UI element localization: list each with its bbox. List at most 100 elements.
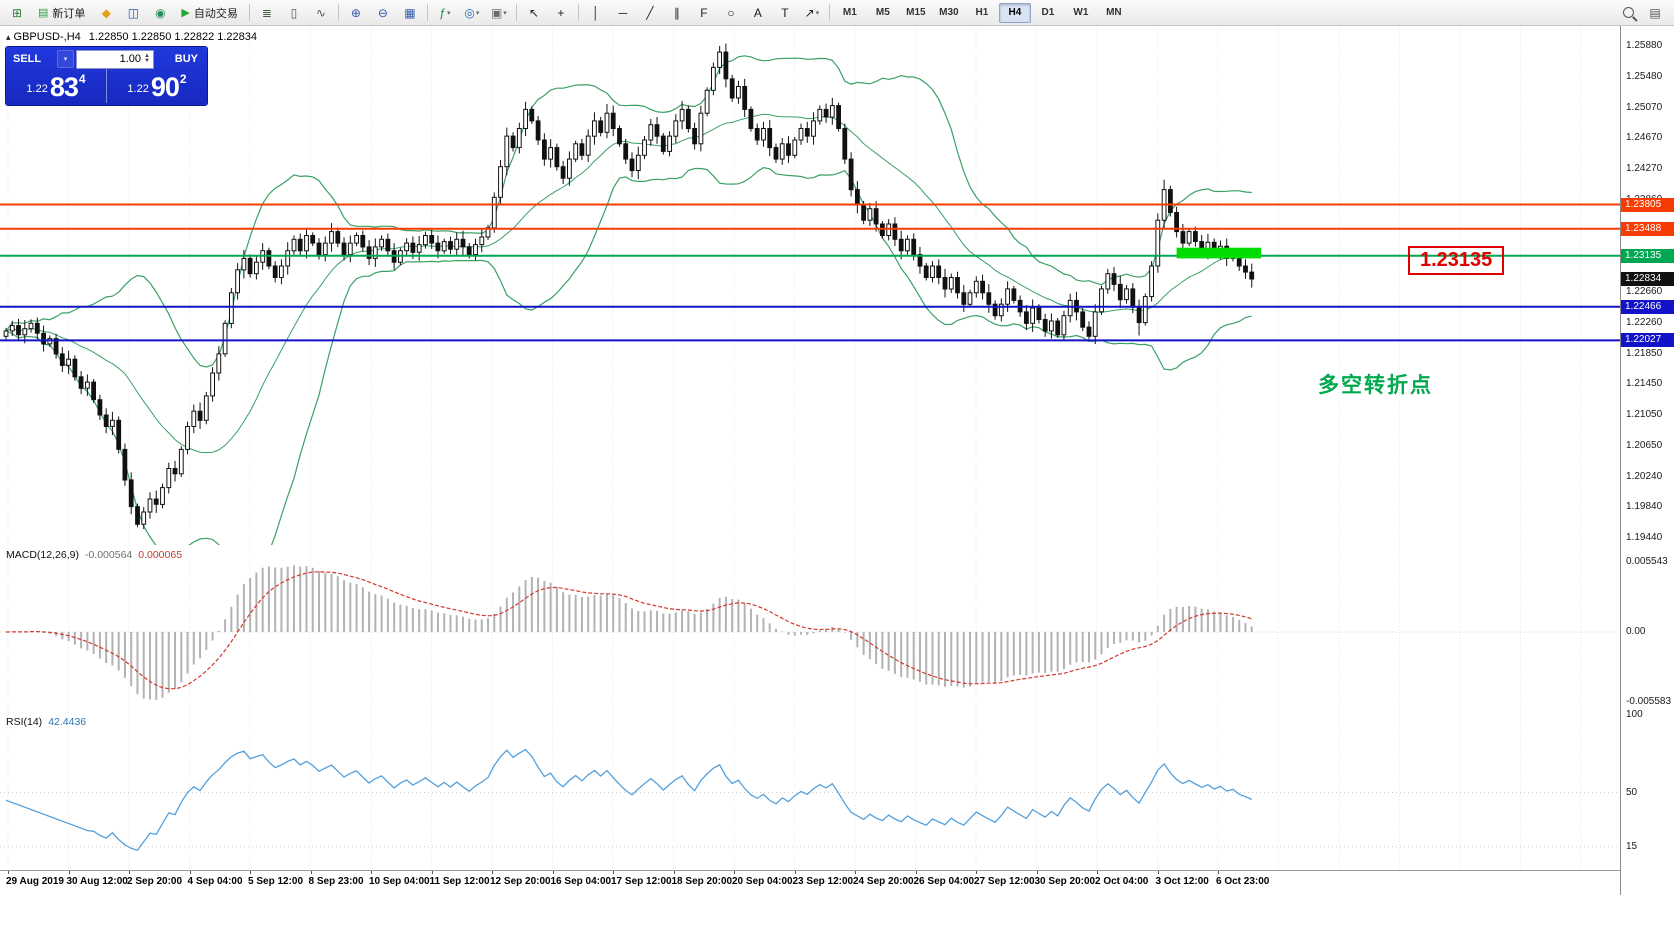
- autotrading-button[interactable]: ▶ 自动交易: [174, 3, 244, 23]
- toolbar: ⊞ ▤ 新订单 ◆ ◫ ◉ ▶ 自动交易 ≣ ▯ ∿ ⊕ ⊖ ▦ ƒ ▾ ◎ ▾ ▣ ▾ ↖ + │ ─ ╱ ∥ F ○ A T ↗ ▾ M1…: [0, 0, 1674, 26]
- price-chart-panel[interactable]: ▴ GBPUSD-,H4 1.22850 1.22850 1.22822 1.228…: [0, 26, 1620, 546]
- turning-point-annotation[interactable]: 多空转折点: [1318, 374, 1433, 397]
- toolbar-separator: [337, 4, 339, 21]
- time-axis-tick-mark: [734, 871, 735, 874]
- chart-ohlc-values: 1.22850 1.22850 1.22822 1.22834: [88, 31, 257, 43]
- sell-label[interactable]: SELL: [13, 53, 42, 65]
- timeframe-mn-button[interactable]: MN: [1106, 7, 1122, 18]
- spinner-down-icon[interactable]: ▼: [144, 58, 150, 64]
- price-axis-tick: 1.22260: [1626, 316, 1663, 328]
- time-axis-tick-mark: [794, 871, 796, 874]
- macd-signal-value: 0.000065: [138, 549, 183, 561]
- new-order-label: 新订单: [52, 7, 86, 20]
- zoom-in-glyph: ⊕: [350, 5, 361, 20]
- zoom-out-icon[interactable]: ⊖: [370, 2, 396, 24]
- volume-input[interactable]: 1.00 ▲ ▼: [76, 49, 154, 69]
- text-tool-glyph: A: [753, 5, 762, 20]
- time-axis: 29 Aug 2019 30 Aug 12:00 2 Sep 20:00 4 Sep …: [0, 871, 1620, 895]
- strategy-tester-icon[interactable]: ◉: [147, 2, 173, 24]
- collapse-panel-icon[interactable]: ▴: [6, 32, 11, 42]
- price-axis-tick: 1.21850: [1626, 347, 1663, 359]
- time-axis-tick-mark: [976, 871, 977, 874]
- channel-tool-icon[interactable]: ∥: [664, 2, 690, 24]
- volume-spinner[interactable]: ▲ ▼: [144, 53, 150, 64]
- search-icon[interactable]: [1615, 2, 1641, 24]
- cursor-icon[interactable]: ↖: [521, 2, 547, 24]
- fibonacci-tool-glyph: F: [700, 5, 708, 20]
- macd-name-label: MACD(12,26,9): [6, 549, 79, 561]
- navigator-glyph: ◎: [464, 5, 475, 20]
- magnifier-shape: [1622, 7, 1634, 18]
- sell-price-big-digits: 83: [49, 72, 79, 102]
- price-axis-tick: 1.19440: [1626, 532, 1663, 543]
- time-axis-tick-mark: [915, 871, 917, 874]
- market-watch-icon[interactable]: ◫: [120, 2, 146, 24]
- templates-icon[interactable]: ▣ ▾: [486, 2, 512, 24]
- macd-canvas[interactable]: [0, 545, 1620, 712]
- favorites-icon[interactable]: ◆: [93, 2, 119, 24]
- price-chart-canvas[interactable]: [0, 26, 1620, 545]
- label-tool-icon[interactable]: T: [772, 2, 798, 24]
- shapes-tool-glyph: ○: [727, 5, 735, 20]
- new-chart-icon[interactable]: ⊞: [4, 2, 30, 24]
- price-level-tag: 1.22027: [1621, 333, 1674, 348]
- timeframe-m30-button[interactable]: M30: [939, 7, 959, 18]
- timeframe-h1-button[interactable]: H1: [975, 7, 989, 18]
- trade-panel-price-row: 1.22 83 4 1.22 90 2: [6, 69, 207, 103]
- new-chart-glyph: ⊞: [11, 5, 23, 20]
- time-axis-tick-mark: [1218, 871, 1219, 874]
- timeframe-w1-button[interactable]: W1: [1073, 7, 1089, 18]
- timeframe-m1-button[interactable]: M1: [842, 7, 857, 18]
- indicators-icon[interactable]: ƒ ▾: [432, 2, 458, 24]
- candlestick-mode-icon[interactable]: ▯: [281, 2, 307, 24]
- time-axis-tick-mark: [431, 871, 433, 874]
- time-axis-tick-mark: [310, 871, 312, 874]
- price-callout-annotation[interactable]: 1.23135: [1408, 246, 1505, 275]
- bar-chart-mode-icon[interactable]: ≣: [254, 2, 280, 24]
- cursor-glyph: ↖: [528, 5, 539, 20]
- indicators-glyph: ƒ: [439, 5, 446, 20]
- price-axis-tick: 1.21050: [1626, 409, 1663, 420]
- dropdown-arrow-icon: ▾: [475, 9, 480, 17]
- horizontal-line-tool-icon[interactable]: ─: [610, 2, 636, 24]
- shapes-tool-icon[interactable]: ○: [718, 2, 744, 24]
- text-tool-icon[interactable]: A: [745, 2, 771, 24]
- arrows-tool-icon[interactable]: ↗ ▾: [799, 2, 825, 24]
- rsi-indicator-panel[interactable]: RSI(14) 42.4436: [0, 712, 1620, 871]
- timeframe-m5-button[interactable]: M5: [875, 7, 890, 18]
- fibonacci-tool-icon[interactable]: F: [691, 2, 717, 24]
- navigator-icon[interactable]: ◎ ▾: [459, 2, 485, 24]
- tile-windows-icon[interactable]: ▦: [397, 2, 423, 24]
- time-axis-label: 29 Aug 2019: [6, 876, 64, 887]
- line-chart-mode-icon[interactable]: ∿: [308, 2, 334, 24]
- trade-mode-dropdown-icon[interactable]: ▾: [57, 50, 74, 68]
- one-click-trading-panel: SELL ▾ 1.00 ▲ ▼ BUY 1.22 83 4 1.22 90 2: [6, 47, 207, 105]
- sell-button[interactable]: 1.22 83 4: [6, 69, 106, 103]
- data-window-icon[interactable]: ▤: [1642, 2, 1668, 24]
- tile-windows-glyph: ▦: [404, 5, 416, 20]
- rsi-canvas[interactable]: [0, 712, 1620, 870]
- trendline-tool-icon[interactable]: ╱: [637, 2, 663, 24]
- buy-button[interactable]: 1.22 90 2: [106, 69, 207, 103]
- time-axis-tick-mark: [1097, 871, 1098, 874]
- macd-indicator-panel[interactable]: MACD(12,26,9) -0.000564 0.000065: [0, 545, 1620, 713]
- timeframe-h4-button[interactable]: H4: [998, 2, 1031, 23]
- buy-label[interactable]: BUY: [174, 53, 198, 65]
- toolbar-separator: [426, 4, 428, 21]
- timeframe-group: M1 M5 M15 M30 H1 H4 D1 W1 MN: [834, 2, 1130, 23]
- label-tool-glyph: T: [781, 5, 789, 20]
- time-axis-tick-mark: [855, 871, 856, 874]
- time-axis-tick-mark: [250, 871, 251, 874]
- timeframe-d1-button[interactable]: D1: [1041, 7, 1055, 18]
- crosshair-icon[interactable]: +: [548, 2, 574, 24]
- zoom-in-icon[interactable]: ⊕: [343, 2, 369, 24]
- price-axis-tick: 1.25880: [1626, 40, 1663, 51]
- toolbar-separator: [828, 4, 830, 21]
- time-axis-label: 30 Aug 12:00: [66, 876, 128, 887]
- spinner-up-icon[interactable]: ▲: [144, 53, 150, 59]
- vertical-line-tool-icon[interactable]: │: [583, 2, 609, 24]
- favorites-glyph: ◆: [101, 5, 112, 20]
- timeframe-m15-button[interactable]: M15: [906, 7, 926, 18]
- rsi-axis-label: 15: [1626, 840, 1638, 852]
- new-order-button[interactable]: ▤ 新订单: [31, 3, 92, 23]
